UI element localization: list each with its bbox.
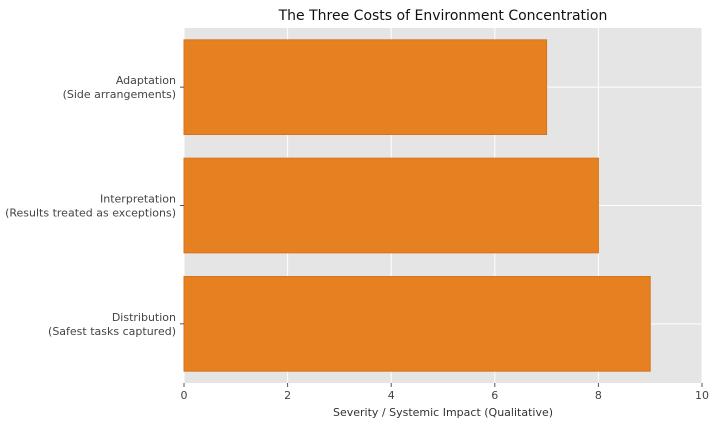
bar-1 xyxy=(183,157,599,254)
y-tick-label: Distribution (Safest tasks captured) xyxy=(48,311,176,338)
x-axis-ticks: 0 2 4 6 8 10 xyxy=(181,383,709,402)
y-tick-label-line: (Safest tasks captured) xyxy=(48,325,176,338)
x-tick-label: 6 xyxy=(491,389,498,402)
y-tick-label-line: Adaptation xyxy=(116,74,176,87)
chart-title: The Three Costs of Environment Concentra… xyxy=(278,8,608,24)
y-tick-label-line: (Side arrangements) xyxy=(63,88,176,101)
y-tick-label-line: Interpretation xyxy=(100,193,176,206)
bars xyxy=(183,39,651,372)
y-tick-label-line: (Results treated as exceptions) xyxy=(5,207,176,220)
y-axis-ticks: Adaptation (Side arrangements) Interpretat… xyxy=(5,74,184,338)
x-tick-label: 8 xyxy=(595,389,602,402)
x-tick-label: 0 xyxy=(181,389,188,402)
x-tick-label: 2 xyxy=(284,389,291,402)
y-tick-label: Interpretation (Results treated as except… xyxy=(5,193,176,220)
x-tick-label: 10 xyxy=(695,389,709,402)
x-tick-label: 4 xyxy=(388,389,395,402)
y-tick-label-line: Distribution xyxy=(112,311,176,324)
bar-2 xyxy=(183,276,651,372)
y-tick-label: Adaptation (Side arrangements) xyxy=(63,74,176,101)
bar-0 xyxy=(183,39,548,135)
x-axis-label: Severity / Systemic Impact (Qualitative) xyxy=(333,406,553,419)
